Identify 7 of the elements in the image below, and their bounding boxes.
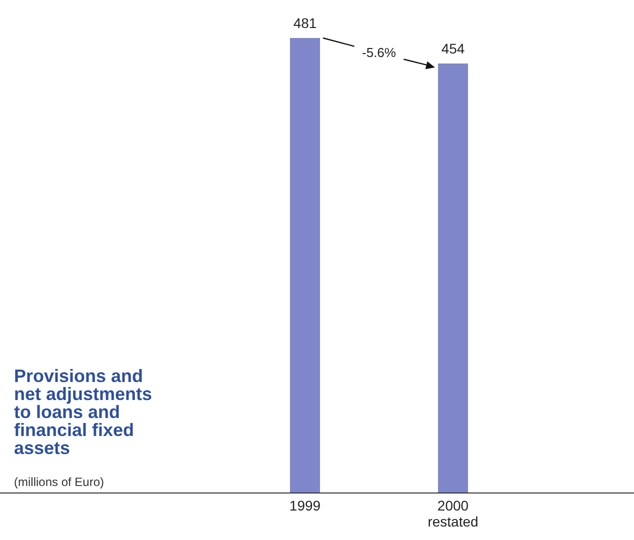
text: (millions of Euro) [14, 475, 104, 489]
text: Provisions and net adjustments to loans and financial fixed assets [14, 366, 152, 458]
x-tick-label: 2000 restated [428, 498, 478, 530]
x-tick-label: 1999 [289, 498, 321, 514]
data-label: 481 [293, 15, 317, 31]
annotation: -5.6% [362, 44, 396, 60]
data-label: 454 [441, 40, 465, 57]
